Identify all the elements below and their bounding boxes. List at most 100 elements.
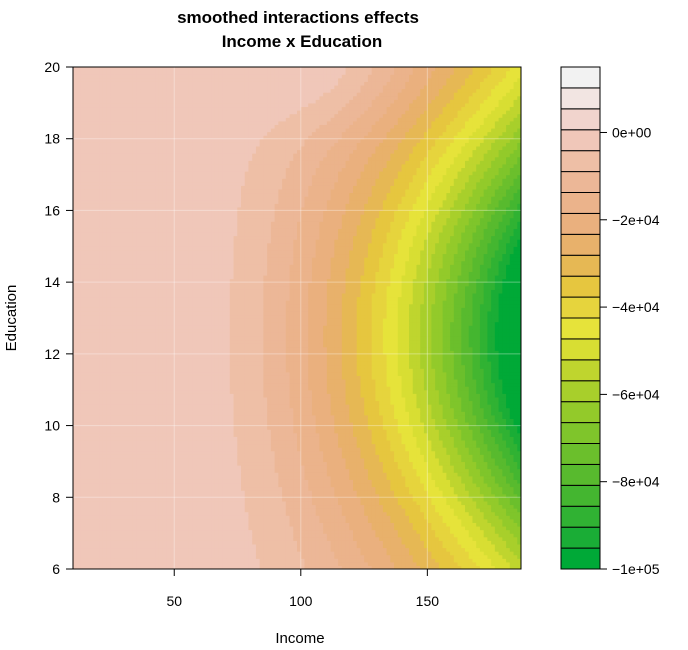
heatmap-cell	[255, 490, 261, 495]
heatmap-cell	[297, 429, 302, 434]
heatmap-cell	[185, 475, 190, 480]
heatmap-cell	[334, 436, 339, 441]
heatmap-cell	[170, 482, 175, 488]
heatmap-cell	[461, 558, 466, 563]
heatmap-cell	[181, 447, 186, 452]
heatmap-cell	[151, 443, 156, 448]
heatmap-cell	[192, 439, 197, 445]
heatmap-cell	[285, 518, 291, 523]
heatmap-cell	[397, 468, 403, 473]
heatmap-cell	[229, 486, 235, 491]
heatmap-cell	[315, 525, 320, 531]
heatmap-cell	[326, 536, 332, 541]
heatmap-cell	[349, 468, 354, 473]
heatmap-cell	[237, 536, 242, 541]
heatmap-cell	[143, 457, 149, 463]
heatmap-cell	[80, 429, 85, 434]
heatmap-cell	[319, 558, 324, 563]
heatmap-cell	[435, 547, 440, 552]
heatmap-cell	[158, 479, 164, 484]
heatmap-cell	[237, 533, 242, 538]
heatmap-cell	[435, 504, 440, 509]
heatmap-cell	[476, 493, 481, 498]
heatmap-cell	[162, 547, 167, 552]
heatmap-cell	[386, 472, 391, 477]
heatmap-cell	[185, 418, 190, 423]
heatmap-cell	[218, 472, 223, 477]
heatmap-cell	[233, 529, 238, 534]
heatmap-cell	[371, 565, 376, 569]
heatmap-cell	[155, 443, 160, 448]
heatmap-cell	[401, 547, 406, 552]
heatmap-cell	[84, 561, 89, 567]
heatmap-cell	[356, 439, 362, 445]
heatmap-cell	[188, 540, 194, 545]
heatmap-cell	[345, 490, 350, 495]
heatmap-cell	[255, 447, 261, 452]
heatmap-cell	[282, 529, 287, 534]
heatmap-cell	[513, 525, 518, 531]
heatmap-cell	[166, 439, 171, 445]
heatmap-cell	[517, 436, 521, 441]
heatmap-cell	[479, 432, 485, 437]
heatmap-cell	[457, 439, 462, 445]
heatmap-cell	[308, 540, 313, 545]
heatmap-cell	[453, 472, 459, 477]
heatmap-cell	[427, 447, 432, 452]
heatmap-cell	[244, 475, 250, 480]
heatmap-cell	[509, 490, 515, 495]
heatmap-cell	[412, 443, 418, 448]
heatmap-cell	[285, 500, 291, 506]
heatmap-cell	[106, 436, 111, 441]
heatmap-cell	[267, 429, 272, 434]
heatmap-cell	[255, 540, 261, 545]
heatmap-cell	[513, 533, 518, 538]
heatmap-cell	[185, 543, 190, 549]
heatmap-cell	[323, 554, 328, 559]
heatmap-cell	[252, 465, 257, 470]
heatmap-cell	[170, 472, 175, 477]
heatmap-cell	[117, 500, 123, 506]
heatmap-cell	[192, 475, 197, 480]
heatmap-cell	[293, 465, 298, 470]
heatmap-cell	[360, 454, 365, 459]
heatmap-cell	[226, 490, 231, 495]
heatmap-cell	[132, 421, 138, 427]
heatmap-cell	[188, 429, 194, 434]
heatmap-cell	[461, 518, 466, 523]
heatmap-cell	[457, 504, 462, 509]
heatmap-cell	[106, 518, 111, 523]
heatmap-cell	[151, 551, 156, 556]
heatmap-cell	[263, 518, 268, 523]
heatmap-cell	[151, 429, 156, 434]
heatmap-cell	[285, 432, 291, 437]
heatmap-cell	[494, 543, 500, 549]
heatmap-cell	[196, 468, 201, 473]
heatmap-cell	[409, 515, 414, 520]
heatmap-cell	[509, 511, 515, 516]
heatmap-cell	[289, 500, 294, 506]
heatmap-cell	[84, 472, 89, 477]
heatmap-cell	[132, 425, 138, 430]
heatmap-cell	[166, 515, 171, 520]
heatmap-cell	[394, 518, 399, 523]
heatmap-cell	[390, 536, 395, 541]
heatmap-cell	[453, 561, 459, 567]
heatmap-cell	[121, 475, 126, 480]
heatmap-cell	[304, 540, 309, 545]
heatmap-cell	[397, 547, 403, 552]
heatmap-cell	[375, 447, 380, 452]
heatmap-cell	[263, 525, 268, 531]
heatmap-cell	[267, 515, 272, 520]
heatmap-cell	[371, 529, 376, 534]
heatmap-cell	[502, 421, 507, 427]
heatmap-cell	[99, 475, 104, 480]
heatmap-cell	[450, 439, 455, 445]
heatmap-cell	[304, 497, 309, 502]
heatmap-cell	[252, 547, 257, 552]
heatmap-cell	[129, 554, 134, 559]
heatmap-cell	[151, 565, 156, 569]
heatmap-cell	[121, 490, 126, 495]
heatmap-cell	[498, 465, 503, 470]
heatmap-cell	[155, 490, 160, 495]
